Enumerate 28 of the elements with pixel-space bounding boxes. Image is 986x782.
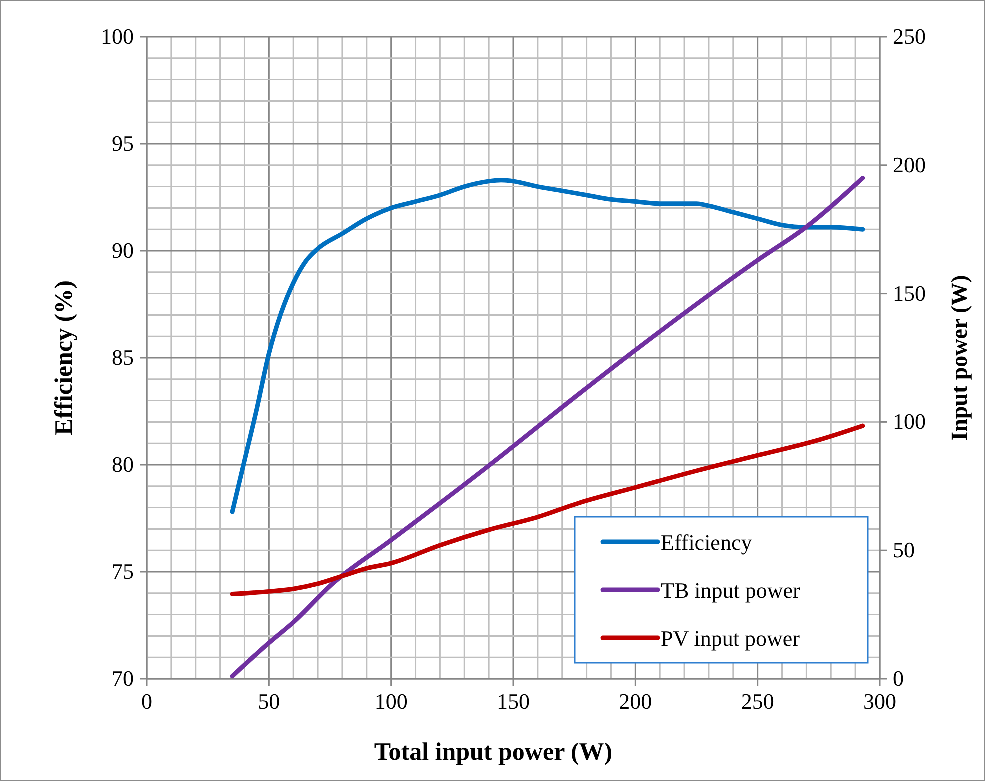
- y-tick-label: 100: [101, 24, 134, 49]
- y-tick-label: 85: [112, 345, 134, 370]
- legend-label: Efficiency: [661, 530, 752, 555]
- y2-tick-label: 250: [893, 24, 926, 49]
- x-tick-label: 250: [741, 689, 774, 714]
- x-tick-label: 50: [258, 689, 280, 714]
- x-tick-label: 150: [497, 689, 530, 714]
- y2-tick-label: 100: [893, 409, 926, 434]
- y2-tick-label: 150: [893, 280, 926, 306]
- x-axis-title: Total input power (W): [374, 739, 613, 766]
- legend-label: PV input power: [661, 626, 801, 651]
- y2-axis-title: Input power (W): [947, 275, 972, 441]
- line-series: [230, 178, 866, 514]
- x-tick-label: 300: [864, 689, 896, 714]
- line-series: [230, 176, 866, 679]
- y2-tick-label: 200: [893, 152, 926, 178]
- y-axis-title: Efficiency (%): [51, 280, 78, 436]
- y-tick-label: 70: [112, 666, 134, 691]
- y-tick-label: 75: [112, 559, 134, 584]
- x-tick-label: 100: [374, 689, 408, 714]
- x-tick-label: 200: [619, 689, 652, 714]
- y2-tick-label: 0: [893, 666, 904, 691]
- y-tick-label: 80: [112, 452, 134, 477]
- x-tick-label: 0: [142, 689, 152, 714]
- y2-tick-label: 50: [893, 538, 915, 563]
- y-tick-label: 95: [112, 131, 134, 156]
- y-tick-label: 90: [112, 238, 134, 263]
- legend-label: TB input power: [661, 578, 801, 603]
